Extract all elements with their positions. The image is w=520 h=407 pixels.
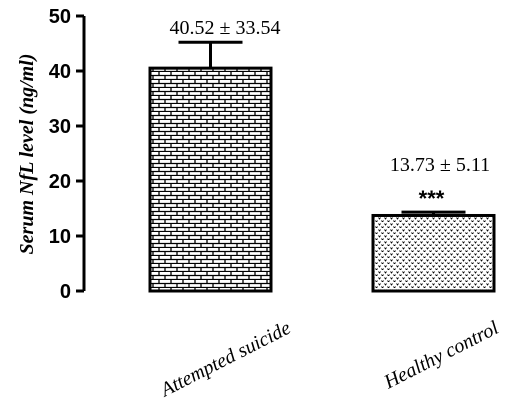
data-label: 13.73 ± 5.11 bbox=[390, 154, 490, 176]
y-tick-label: 30 bbox=[49, 116, 71, 138]
significance-marker: *** bbox=[419, 186, 445, 211]
y-tick-label: 20 bbox=[49, 171, 71, 193]
y-tick-label: 10 bbox=[49, 226, 71, 248]
bars-group bbox=[148, 40, 496, 293]
data-label: 40.52 ± 33.54 bbox=[170, 17, 281, 39]
y-tick-label: 50 bbox=[49, 6, 71, 28]
y-tick-label: 0 bbox=[60, 281, 71, 303]
bar-1 bbox=[371, 213, 496, 293]
y-axis-title: Serum NfL level (ng/ml) bbox=[16, 54, 38, 255]
bar-0 bbox=[148, 66, 273, 293]
y-axis-ticks: 0 10 20 30 40 50 bbox=[49, 6, 84, 303]
y-tick-label: 40 bbox=[49, 61, 71, 83]
category-label: Healthy control bbox=[380, 317, 503, 394]
category-label: Attempted suicide bbox=[155, 317, 294, 402]
